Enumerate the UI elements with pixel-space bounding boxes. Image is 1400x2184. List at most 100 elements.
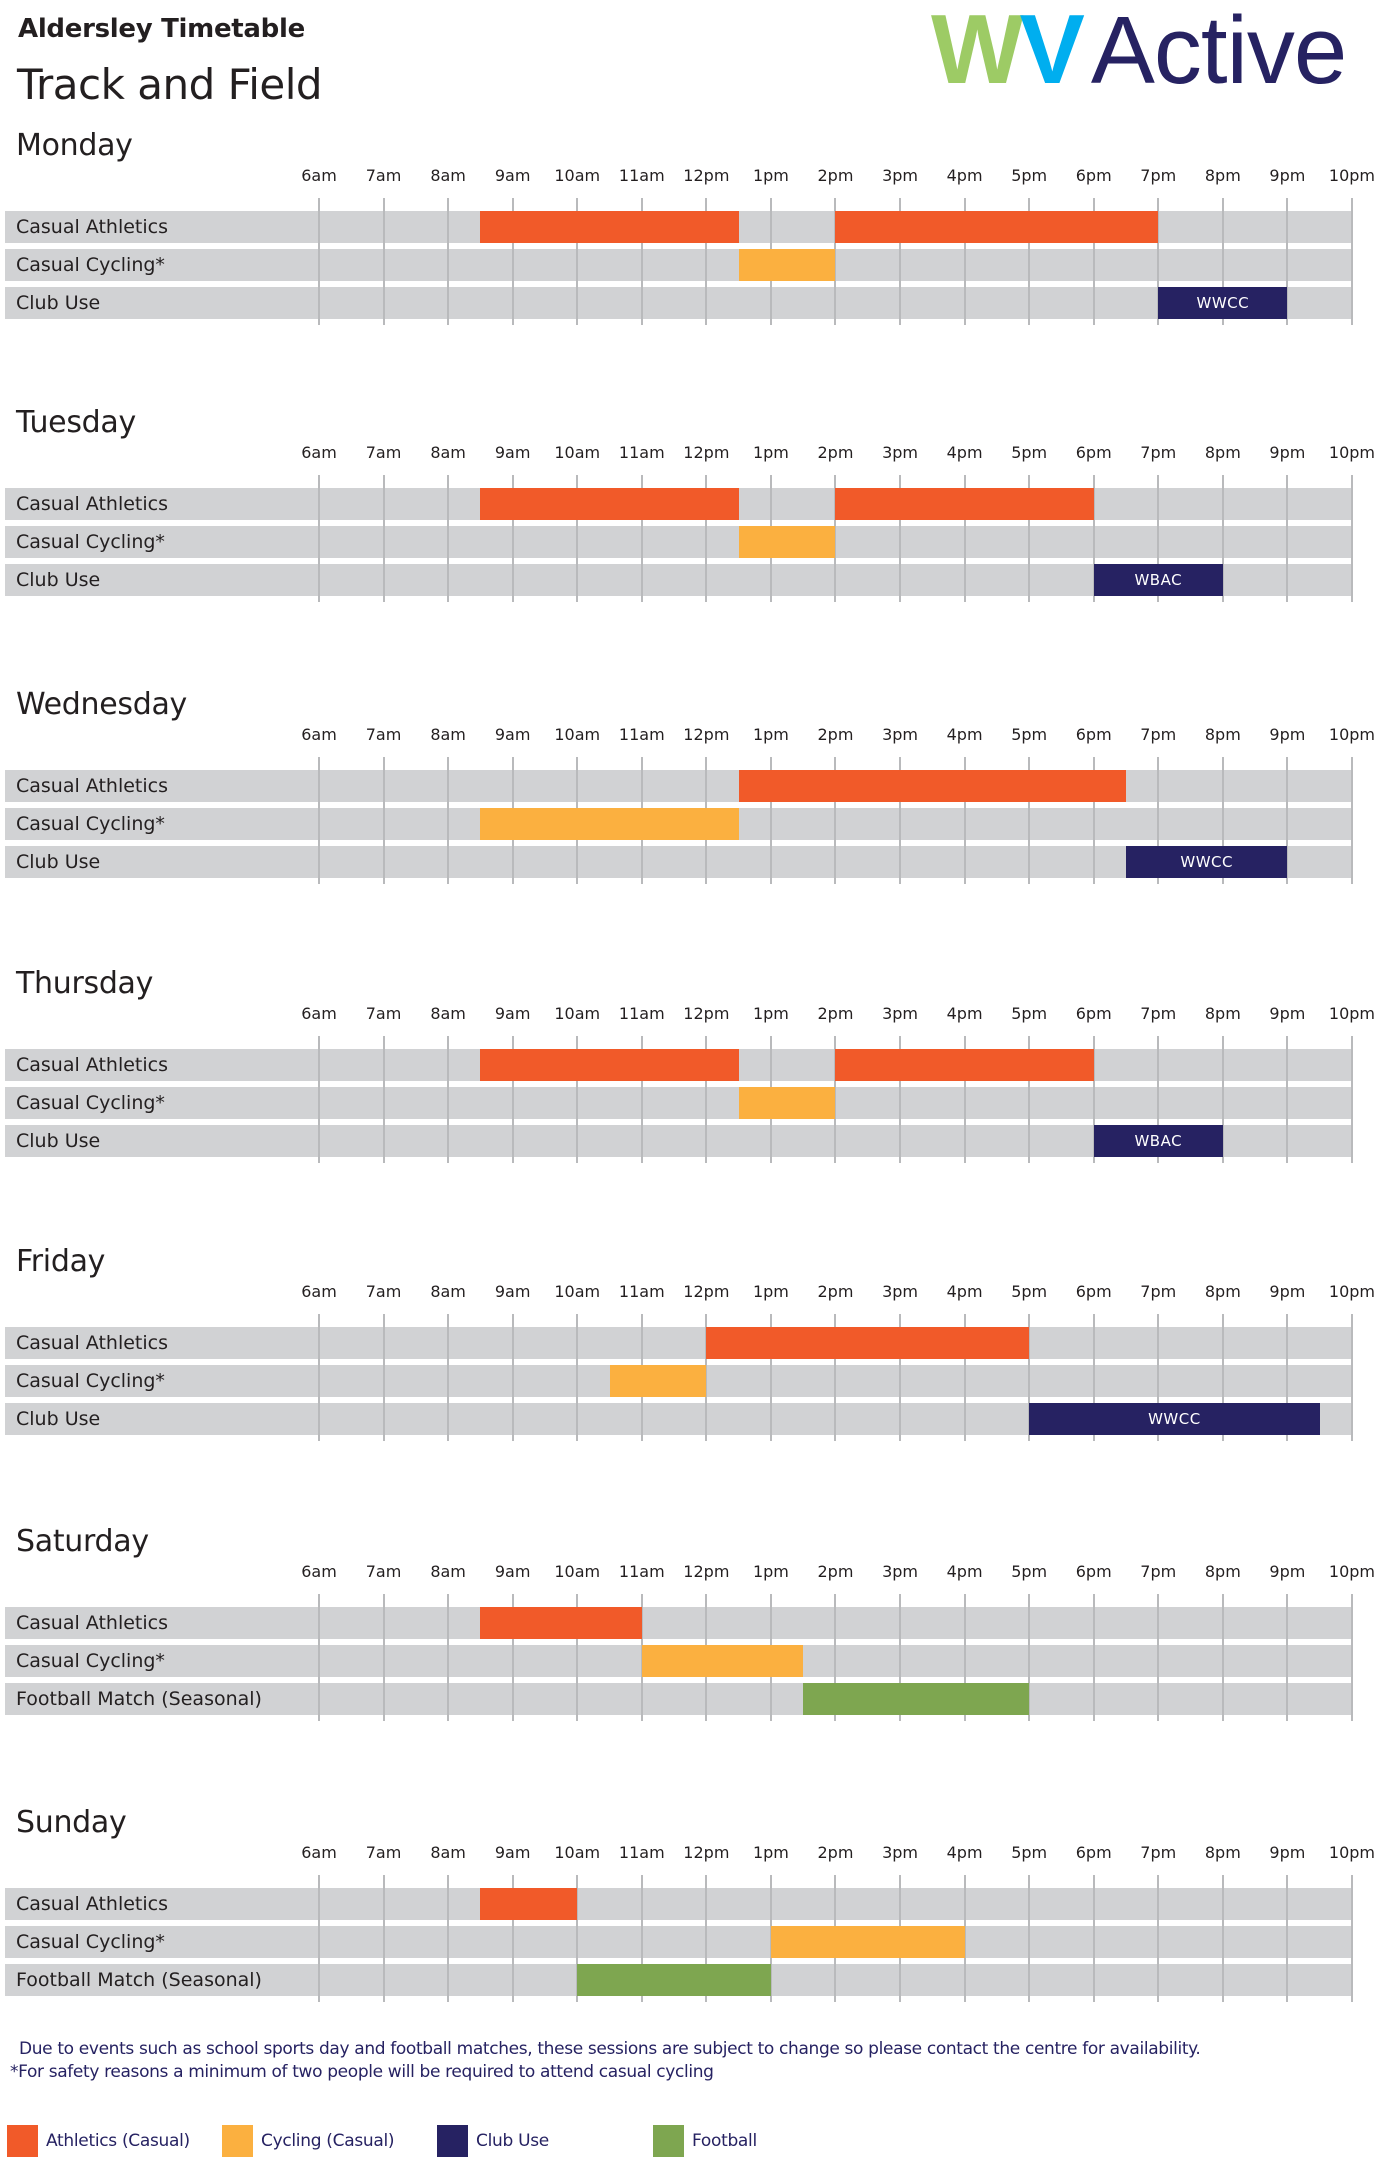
activity-label: Club Use [16,1130,101,1152]
time-tick-label: 10pm [1328,1562,1375,1581]
time-tick-label: 6pm [1075,443,1112,462]
time-tick-label: 9am [494,725,531,744]
time-tick-label: 10pm [1328,725,1375,744]
time-tick-label: 7pm [1140,1562,1177,1581]
day-title: Thursday [16,966,154,1001]
day-section-friday: Friday 6am 7am 8am 9am 10am 11am 12pm 1pm 2pm 3pm 4… [0,1244,1400,1454]
time-tick-label: 12pm [683,1562,730,1581]
time-tick-label: 3pm [882,1282,918,1301]
hour-gridline [963,1594,966,1721]
activity-label: Casual Athletics [16,1332,169,1354]
club-name: WBAC [1134,571,1183,589]
time-tick-label: 8am [430,725,466,744]
activity-row: Club Use [5,287,1352,319]
time-tick-label: 5pm [1011,166,1048,185]
time-tick-label: 12pm [683,1843,730,1862]
session-bar-athletics [738,770,1126,802]
session-bar-athletics [480,1049,739,1081]
session-bar-athletics [480,211,739,243]
time-tick-label: 8pm [1204,443,1241,462]
day-section-tuesday: Tuesday 6am 7am 8am 9am 10am 11am 12pm 1pm 2pm 3pm… [0,405,1400,615]
time-tick-label: 11am [618,1004,665,1023]
hour-gridline [1028,1594,1031,1721]
hour-gridline [382,1314,385,1441]
time-tick-label: 9pm [1269,1282,1306,1301]
time-tick-label: 4pm [946,1843,983,1862]
hour-gridline [899,475,902,602]
time-tick-label: 7am [365,1004,402,1023]
hour-gridline [1157,1314,1160,1441]
activity-label: Casual Cycling* [16,531,165,553]
hour-gridline [318,198,320,325]
hour-gridline [318,1594,320,1721]
hour-gridline [769,757,772,884]
hour-gridline [1350,1594,1353,1721]
wv-active-logo: WV Active [931,0,1347,99]
logo-w: W [931,0,1023,104]
session-bar-club: WBAC [1093,564,1223,596]
time-tick-label: 8pm [1204,166,1241,185]
time-tick-label: 9am [494,1004,531,1023]
hour-gridline [963,1036,966,1163]
time-tick-label: 5pm [1011,1562,1048,1581]
hour-gridline [1350,757,1353,884]
time-tick-label: 7pm [1140,1004,1177,1023]
hour-gridline [1221,757,1224,884]
time-tick-label: 6pm [1075,725,1112,744]
time-tick-label: 3pm [882,725,918,744]
time-tick-label: 9am [494,1562,531,1581]
activity-label: Casual Cycling* [16,1370,165,1392]
time-tick-label: 12pm [683,1004,730,1023]
club-name: WWCC [1180,853,1233,871]
activity-row: Casual Cycling* [5,1926,1352,1958]
time-tick-label: 8pm [1204,1004,1241,1023]
activity-row: Football Match (Seasonal) [5,1683,1352,1715]
time-tick-label: 3pm [882,1562,918,1581]
activity-label: Casual Athletics [16,493,169,515]
time-tick-label: 7pm [1140,1843,1177,1862]
hour-gridline [576,1594,579,1721]
time-tick-label: 6am [301,1004,337,1023]
hour-gridline [382,1594,385,1721]
time-tick-label: 6am [301,1843,337,1862]
activity-row: Casual Athletics [5,770,1352,802]
time-tick-label: 12pm [683,166,730,185]
hour-gridline [1092,1594,1095,1721]
hour-gridline [1028,757,1031,884]
hour-gridline [382,757,385,884]
activity-row: Casual Cycling* [5,526,1352,558]
time-tick-label: 7am [365,443,402,462]
hour-gridline [705,198,708,325]
time-tick-label: 2pm [817,1282,854,1301]
hour-gridline [318,757,320,884]
time-tick-label: 9pm [1269,1004,1306,1023]
club-name: WBAC [1134,1132,1183,1150]
time-tick-label: 9pm [1269,166,1306,185]
hour-gridline [382,198,385,325]
activity-row: Casual Cycling* [5,249,1352,281]
time-tick-label: 1pm [752,166,789,185]
hour-gridline [1028,1875,1031,2002]
time-tick-label: 11am [618,1282,665,1301]
time-tick-label: 1pm [752,1004,789,1023]
session-bar-athletics [835,488,1094,520]
day-section-thursday: Thursday 6am 7am 8am 9am 10am 11am 12pm 1pm 2pm 3p… [0,966,1400,1176]
session-bar-cycling [738,526,836,558]
time-tick-label: 9am [494,1843,531,1862]
legend-item-football: Football [653,2125,757,2157]
hour-gridline [705,1036,708,1163]
hour-gridline [447,757,450,884]
time-tick-label: 6pm [1075,1843,1112,1862]
hour-gridline [1028,1314,1031,1441]
hour-gridline [318,475,320,602]
session-bar-cycling [738,249,836,281]
hour-gridline [1286,1314,1289,1441]
day-section-sunday: Sunday 6am 7am 8am 9am 10am 11am 12pm 1pm 2pm 3pm 4… [0,1805,1400,2015]
activity-label: Casual Athletics [16,1893,169,1915]
day-section-wednesday: Wednesday 6am 7am 8am 9am 10am 11am 12pm 1pm 2pm 3… [0,687,1400,897]
time-tick-label: 7am [365,1843,402,1862]
legend-label: Athletics (Casual) [46,2131,190,2151]
time-tick-label: 7am [365,1282,402,1301]
time-tick-label: 11am [618,443,665,462]
hour-gridline [1157,475,1160,602]
